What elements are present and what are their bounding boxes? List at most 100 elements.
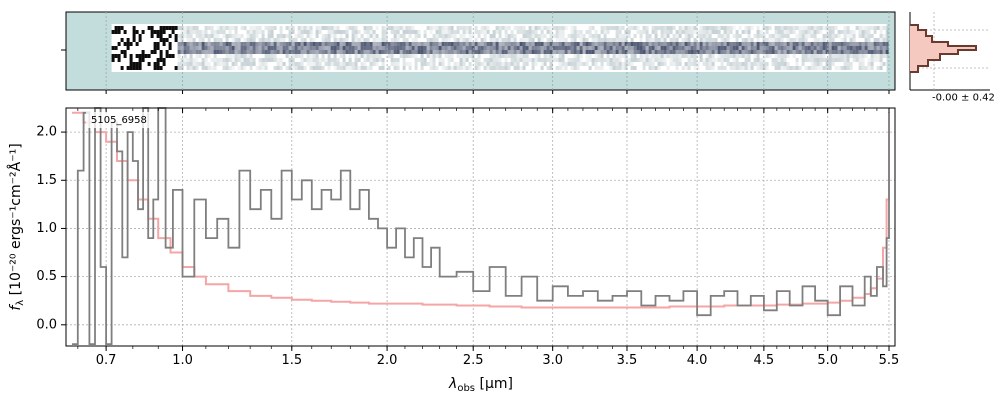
stripe-pixel	[522, 66, 526, 70]
stripe-pixel	[210, 66, 214, 70]
stripe-pixel	[273, 54, 277, 58]
stripe-pixel	[372, 38, 376, 42]
stripe-pixel	[357, 46, 361, 50]
stripe-pixel	[282, 34, 286, 38]
stripe-pixel	[567, 42, 571, 46]
stripe-pixel	[294, 66, 298, 70]
stripe-pixel	[393, 46, 397, 50]
stripe-pixel	[270, 54, 274, 58]
stripe-pixel	[237, 42, 241, 46]
stripe-pixel	[570, 26, 574, 30]
stripe-pixel	[459, 42, 463, 46]
stripe-pixel	[234, 30, 238, 34]
stripe-pixel	[318, 66, 322, 70]
stripe-pixel	[483, 58, 487, 62]
stripe-pixel	[804, 30, 808, 34]
stripe-pixel	[666, 54, 670, 58]
stripe-pixel	[213, 46, 217, 50]
stripe-pixel	[552, 42, 556, 46]
stripe-pixel	[825, 30, 829, 34]
histogram-line	[910, 24, 977, 73]
stripe-pixel	[522, 26, 526, 30]
stripe-pixel	[267, 50, 271, 54]
stripe-pixel	[738, 66, 742, 70]
stripe-pixel	[669, 62, 673, 66]
stripe-pixel	[777, 30, 781, 34]
stripe-pixel	[237, 66, 241, 70]
stripe-pixel	[522, 58, 526, 62]
stripe-pixel	[639, 30, 643, 34]
stripe-pixel	[612, 26, 616, 30]
stripe-pixel	[582, 46, 586, 50]
stripe-pixel	[870, 54, 874, 58]
stripe-pixel	[555, 26, 559, 30]
stripe-pixel	[549, 38, 553, 42]
stripe-pixel	[495, 62, 499, 66]
stripe-pixel	[822, 58, 826, 62]
stripe-pixel	[576, 50, 580, 54]
stripe-pixel	[348, 26, 352, 30]
stripe-pixel	[786, 66, 790, 70]
stripe-pixel	[603, 50, 607, 54]
stripe-pixel	[795, 50, 799, 54]
stripe-pixel	[396, 34, 400, 38]
stripe-pixel	[732, 66, 736, 70]
stripe-pixel	[510, 30, 514, 34]
stripe-pixel	[342, 42, 346, 46]
stripe-pixel	[378, 42, 382, 46]
stripe-pixel	[558, 30, 562, 34]
stripe-pixel	[558, 54, 562, 58]
stripe-pixel	[852, 50, 856, 54]
stripe-pixel	[450, 58, 454, 62]
stripe-pixel	[735, 62, 739, 66]
stripe-pixel	[174, 38, 178, 42]
stripe-pixel	[381, 66, 385, 70]
stripe-pixel	[168, 46, 172, 50]
stripe-pixel	[168, 42, 172, 46]
stripe-pixel	[363, 30, 367, 34]
stripe-pixel	[687, 30, 691, 34]
stripe-pixel	[732, 42, 736, 46]
stripe-pixel	[123, 50, 127, 54]
stripe-pixel	[348, 46, 352, 50]
stripe-pixel	[681, 66, 685, 70]
stripe-pixel	[213, 34, 217, 38]
stripe-pixel	[843, 42, 847, 46]
stripe-pixel	[732, 62, 736, 66]
stripe-pixel	[681, 46, 685, 50]
stripe-pixel	[303, 50, 307, 54]
stripe-pixel	[816, 58, 820, 62]
stripe-pixel	[870, 62, 874, 66]
stripe-pixel	[813, 50, 817, 54]
stripe-pixel	[834, 66, 838, 70]
stripe-pixel	[687, 38, 691, 42]
stripe-pixel	[225, 58, 229, 62]
stripe-pixel	[780, 38, 784, 42]
histogram-label: -0.00 ± 0.42	[932, 92, 995, 103]
stripe-pixel	[390, 58, 394, 62]
stripe-pixel	[510, 58, 514, 62]
stripe-pixel	[696, 62, 700, 66]
stripe-pixel	[399, 42, 403, 46]
stripe-pixel	[813, 26, 817, 30]
stripe-pixel	[426, 54, 430, 58]
stripe-pixel	[663, 34, 667, 38]
stripe-pixel	[882, 50, 886, 54]
stripe-pixel	[729, 26, 733, 30]
stripe-pixel	[447, 38, 451, 42]
stripe-pixel	[699, 50, 703, 54]
stripe-pixel	[744, 62, 748, 66]
stripe-pixel	[834, 50, 838, 54]
stripe-pixel	[264, 54, 268, 58]
stripe-pixel	[540, 30, 544, 34]
stripe-pixel	[162, 62, 166, 66]
stripe-pixel	[654, 34, 658, 38]
stripe-pixel	[279, 42, 283, 46]
stripe-pixel	[246, 38, 250, 42]
stripe-pixel	[120, 38, 124, 42]
stripe-pixel	[381, 42, 385, 46]
stripe-pixel	[840, 42, 844, 46]
stripe-pixel	[345, 38, 349, 42]
x-axis-label-unit: [μm]	[475, 376, 513, 392]
stripe-pixel	[765, 30, 769, 34]
